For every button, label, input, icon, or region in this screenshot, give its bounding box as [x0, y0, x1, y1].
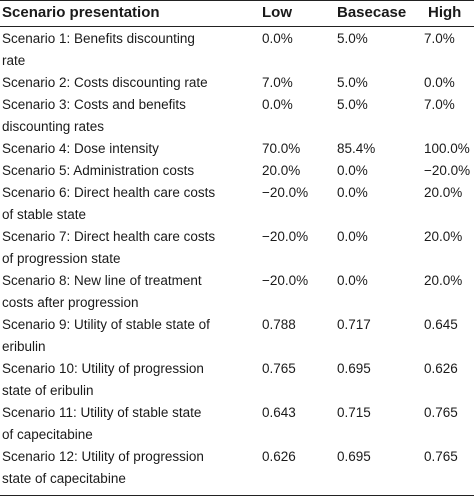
scenario-label-line: Scenario 12: Utility of progression	[2, 449, 204, 464]
table-header: Scenario presentation Low Basecase High	[0, 0, 474, 26]
basecase-value: 0.695	[337, 449, 371, 464]
scenario-label-line: of stable state	[2, 207, 87, 222]
table-row: Scenario 6: Direct health care costs of s…	[0, 182, 474, 226]
basecase-value: 0.0%	[337, 229, 368, 244]
header-low: Low	[262, 4, 292, 21]
basecase-value: 85.4%	[337, 141, 376, 156]
high-value: 0.645	[424, 317, 458, 332]
scenario-label-line: discounting rates	[2, 119, 105, 134]
low-value: 0.643	[262, 405, 296, 420]
table-bottom-rule	[0, 495, 474, 496]
scenario-label-line: Scenario 5: Administration costs	[2, 163, 195, 178]
scenario-label: Scenario 11: Utility of stable state of c…	[2, 402, 201, 446]
basecase-value: 0.0%	[337, 273, 368, 288]
high-value: 0.765	[424, 449, 458, 464]
high-value: 7.0%	[424, 31, 455, 46]
high-value: 20.0%	[424, 229, 463, 244]
scenario-label-line: Scenario 2: Costs discounting rate	[2, 75, 208, 90]
table-row: Scenario 1: Benefits discounting rate 0.0%…	[0, 28, 474, 72]
table-row: Scenario 9: Utility of stable state of er…	[0, 314, 474, 358]
high-value: 100.0%	[424, 141, 470, 156]
scenario-label: Scenario 9: Utility of stable state of er…	[2, 314, 210, 358]
low-value: 0.765	[262, 361, 296, 376]
low-value: −20.0%	[262, 229, 309, 244]
low-value: 0.626	[262, 449, 296, 464]
scenario-label-line: Scenario 9: Utility of stable state of	[2, 317, 210, 332]
scenario-label-line: rate	[2, 53, 26, 68]
table-row: Scenario 8: New line of treatment costs a…	[0, 270, 474, 314]
low-value: 7.0%	[262, 75, 293, 90]
scenario-label-line: Scenario 6: Direct health care costs	[2, 185, 216, 200]
table-row: Scenario 2: Costs discounting rate 7.0% 5.…	[0, 72, 474, 94]
basecase-value: 0.717	[337, 317, 371, 332]
scenario-label-line: Scenario 4: Dose intensity	[2, 141, 159, 156]
table-row: Scenario 12: Utility of progression state…	[0, 446, 474, 490]
scenario-label: Scenario 5: Administration costs	[2, 160, 194, 182]
table-row: Scenario 7: Direct health care costs of p…	[0, 226, 474, 270]
scenario-label-line: Scenario 7: Direct health care costs	[2, 229, 216, 244]
scenario-label-line: of progression state	[2, 251, 121, 266]
scenario-label-line: costs after progression	[2, 295, 139, 310]
low-value: 0.0%	[262, 97, 293, 112]
scenario-label: Scenario 7: Direct health care costs of p…	[2, 226, 215, 270]
header-scenario: Scenario presentation	[2, 4, 160, 21]
basecase-value: 0.715	[337, 405, 371, 420]
low-value: 0.788	[262, 317, 296, 332]
high-value: −20.0%	[424, 163, 471, 178]
low-value: −20.0%	[262, 273, 309, 288]
scenario-label: Scenario 10: Utility of progression state…	[2, 358, 204, 402]
scenario-label-line: of capecitabine	[2, 427, 93, 442]
low-value: 20.0%	[262, 163, 301, 178]
scenario-label-line: state of capecitabine	[2, 471, 126, 486]
scenario-label-line: state of eribulin	[2, 383, 94, 398]
low-value: −20.0%	[262, 185, 309, 200]
table-row: Scenario 10: Utility of progression state…	[0, 358, 474, 402]
table-row: Scenario 3: Costs and benefits discountin…	[0, 94, 474, 138]
scenario-label: Scenario 2: Costs discounting rate	[2, 72, 208, 94]
scenario-label: Scenario 8: New line of treatment costs a…	[2, 270, 202, 314]
high-value: 20.0%	[424, 273, 463, 288]
scenario-label: Scenario 12: Utility of progression state…	[2, 446, 204, 490]
high-value: 20.0%	[424, 185, 463, 200]
scenario-label: Scenario 1: Benefits discounting rate	[2, 28, 195, 72]
scenario-label: Scenario 6: Direct health care costs of s…	[2, 182, 215, 226]
scenario-label: Scenario 3: Costs and benefits discountin…	[2, 94, 186, 138]
scenario-label-line: Scenario 10: Utility of progression	[2, 361, 204, 376]
basecase-value: 5.0%	[337, 75, 368, 90]
basecase-value: 0.695	[337, 361, 371, 376]
header-basecase: Basecase	[337, 4, 407, 21]
scenario-label-line: Scenario 8: New line of treatment	[2, 273, 202, 288]
scenario-label-line: Scenario 11: Utility of stable state	[2, 405, 202, 420]
scenario-label-line: eribulin	[2, 339, 46, 354]
low-value: 0.0%	[262, 31, 293, 46]
table-header-rule	[0, 26, 474, 27]
scenario-label-line: Scenario 1: Benefits discounting	[2, 31, 195, 46]
basecase-value: 5.0%	[337, 97, 368, 112]
high-value: 7.0%	[424, 97, 455, 112]
table-row: Scenario 5: Administration costs 20.0% 0.0…	[0, 160, 474, 182]
low-value: 70.0%	[262, 141, 301, 156]
table-row: Scenario 4: Dose intensity 70.0% 85.4% 100.…	[0, 138, 474, 160]
high-value: 0.626	[424, 361, 458, 376]
header-high: High	[428, 4, 462, 21]
high-value: 0.0%	[424, 75, 455, 90]
basecase-value: 5.0%	[337, 31, 368, 46]
scenario-label: Scenario 4: Dose intensity	[2, 138, 159, 160]
high-value: 0.765	[424, 405, 458, 420]
scenario-label-line: Scenario 3: Costs and benefits	[2, 97, 186, 112]
table-row: Scenario 11: Utility of stable state of c…	[0, 402, 474, 446]
basecase-value: 0.0%	[337, 185, 368, 200]
table-top-rule	[0, 0, 474, 1]
basecase-value: 0.0%	[337, 163, 368, 178]
